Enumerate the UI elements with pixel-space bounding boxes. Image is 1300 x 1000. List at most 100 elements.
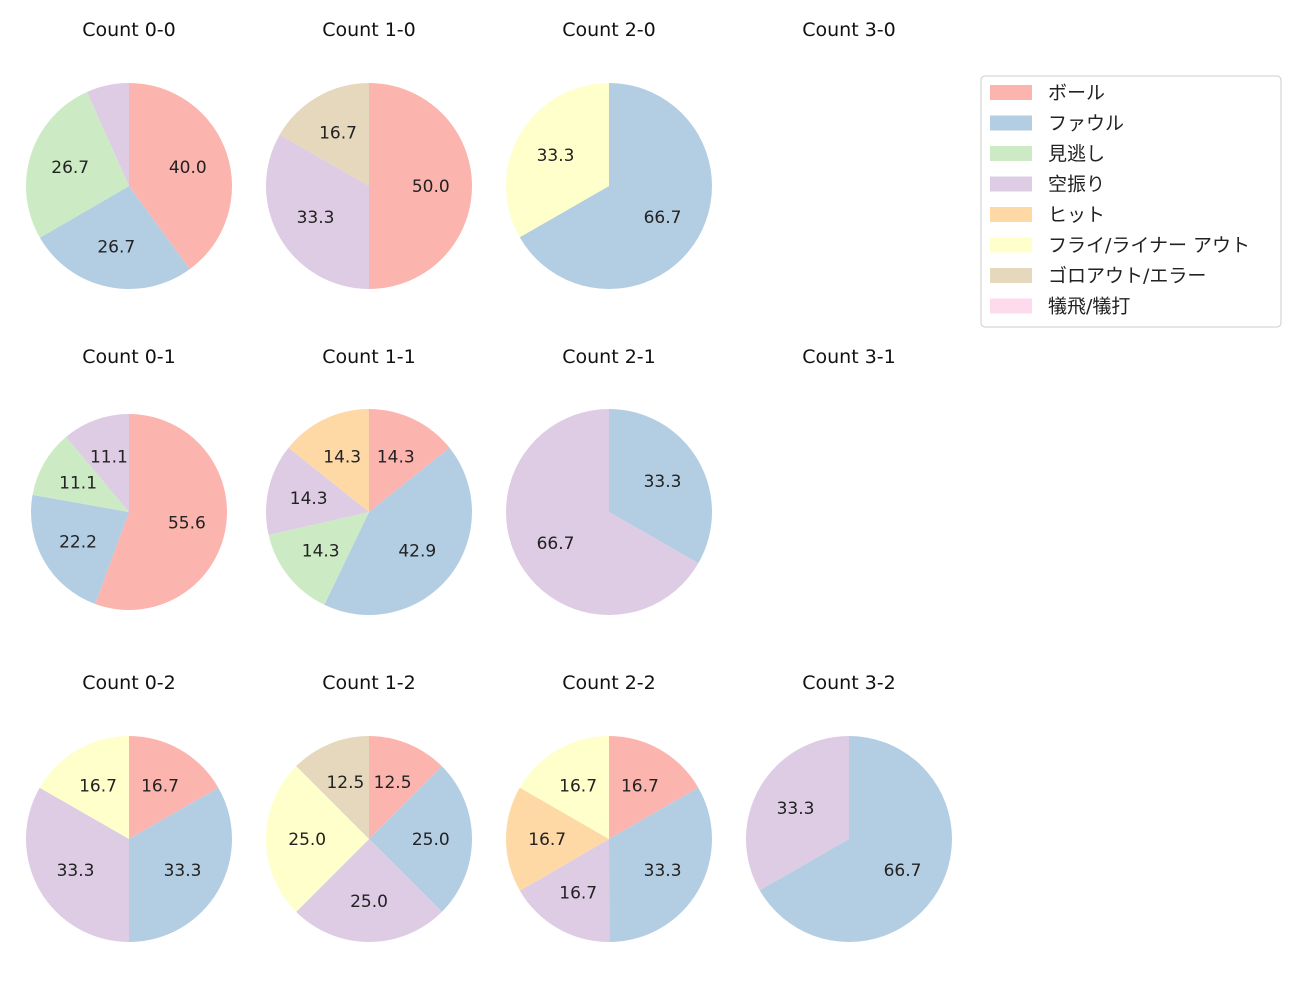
chart-title: Count 1-1 [322, 346, 416, 368]
pie-chart: Count 0-1 55.6 22.2 11.1 11.1 [30, 346, 227, 611]
chart-title: Count 0-0 [82, 19, 176, 41]
pie-slice [609, 736, 699, 839]
pie-slice [266, 766, 369, 912]
slice-label: 25.0 [350, 892, 388, 912]
slice-label: 14.3 [290, 489, 328, 509]
slice-label: 14.3 [377, 447, 415, 467]
pie-slice [296, 736, 369, 839]
slice-label: 33.3 [644, 472, 682, 492]
slice-label: 25.0 [412, 830, 450, 850]
legend-swatch [990, 115, 1032, 131]
slice-label: 33.3 [297, 208, 335, 228]
legend-item: フライ/ライナー アウト [990, 235, 1250, 257]
pie-slice [506, 409, 699, 616]
pie-slice [369, 736, 442, 839]
slice-label: 14.3 [302, 542, 340, 562]
legend-item: ゴロアウト/エラー [990, 265, 1206, 287]
slice-label: 12.5 [374, 773, 412, 793]
chart-title: Count 3-1 [802, 346, 896, 368]
legend-swatch [990, 207, 1032, 222]
legend-item: 犠飛/犠打 [990, 296, 1130, 318]
legend-label: ファウル [1048, 113, 1124, 135]
chart-title: Count 2-0 [562, 19, 656, 41]
slice-label: 16.7 [79, 777, 117, 797]
legend-swatch [990, 85, 1032, 100]
slice-label: 66.7 [537, 534, 575, 554]
chart-title: Count 3-2 [802, 672, 896, 694]
pie-slice [39, 186, 190, 290]
slice-label: 66.7 [644, 208, 682, 228]
pie-slice [86, 83, 129, 186]
slice-label: 16.7 [528, 830, 566, 850]
pie-chart: Count 0-2 16.7 33.3 33.3 16.7 [26, 672, 232, 942]
pie-slice [296, 839, 442, 942]
slice-label: 33.3 [537, 146, 575, 166]
pie-slice [129, 787, 232, 942]
legend-item: ファウル [990, 113, 1124, 135]
slice-label: 16.7 [559, 884, 597, 904]
chart-title: Count 1-2 [322, 672, 416, 694]
pie-chart: Count 1-2 12.5 25.0 25.0 25.0 12.5 [266, 672, 472, 942]
pie-slice [26, 91, 130, 238]
chart-title: Count 0-1 [82, 346, 176, 368]
legend-swatch [990, 268, 1032, 283]
legend-item: ボール [990, 82, 1105, 104]
slice-label: 25.0 [288, 830, 326, 850]
pie-slice [759, 736, 953, 942]
pie-slice [506, 83, 609, 238]
chart-title: Count 2-2 [562, 672, 656, 694]
slice-label: 16.7 [319, 124, 357, 144]
pie-slice [265, 447, 369, 535]
pie-chart: Count 3-2 66.7 33.3 [746, 672, 953, 942]
chart-title: Count 2-1 [562, 346, 656, 368]
legend-item: 見逃し [990, 143, 1105, 165]
legend-swatch [990, 237, 1032, 253]
pie-chart: Count 2-0 66.7 33.3 [506, 19, 713, 289]
legend-swatch [990, 176, 1032, 192]
pie-slice [129, 83, 233, 270]
legend-swatch [990, 298, 1032, 314]
pie-chart: Count 3-0 [802, 19, 896, 41]
pie-slice [39, 736, 129, 839]
slice-label: 50.0 [412, 177, 450, 197]
pie-slice [32, 436, 130, 512]
slice-label: 66.7 [884, 861, 922, 881]
pie-slice [95, 414, 227, 611]
pie-slice [519, 839, 610, 943]
slice-label: 26.7 [97, 238, 135, 258]
pie-slice [369, 409, 450, 512]
pie-slice [746, 736, 849, 891]
chart-title: Count 3-0 [802, 19, 896, 41]
pie-slice [369, 766, 472, 912]
pie-slice [609, 787, 712, 942]
slice-label: 33.3 [57, 861, 95, 881]
legend-label: ゴロアウト/エラー [1048, 265, 1206, 287]
slice-label: 33.3 [777, 799, 815, 819]
legend-label: 空振り [1048, 174, 1105, 196]
pie-slice [129, 736, 219, 839]
slice-label: 11.1 [59, 474, 97, 494]
slice-label: 55.6 [168, 513, 206, 533]
slice-label: 26.7 [51, 158, 89, 178]
slice-label: 11.1 [90, 448, 128, 468]
pie-slice [609, 409, 712, 564]
pie-slice [288, 409, 369, 512]
pie-slice [26, 787, 130, 942]
slice-label: 33.3 [164, 861, 202, 881]
pie-slice [279, 83, 369, 186]
pie-slice [268, 512, 369, 605]
pie-slice [519, 736, 609, 839]
slice-label: 22.2 [59, 532, 97, 552]
slice-label: 16.7 [141, 777, 179, 797]
pie-slice [30, 494, 129, 604]
chart-title: Count 1-0 [322, 19, 416, 41]
pie-chart: Count 2-1 33.3 66.7 [506, 346, 712, 616]
pie-chart: Count 0-0 40.0 26.7 26.7 [26, 19, 233, 290]
chart-title: Count 0-2 [82, 672, 176, 694]
legend-item: 空振り [990, 174, 1105, 196]
legend-label: フライ/ライナー アウト [1048, 235, 1250, 257]
pie-chart: Count 1-1 14.3 42.9 14.3 14.3 14.3 [265, 346, 473, 616]
pie-slice [66, 414, 129, 512]
